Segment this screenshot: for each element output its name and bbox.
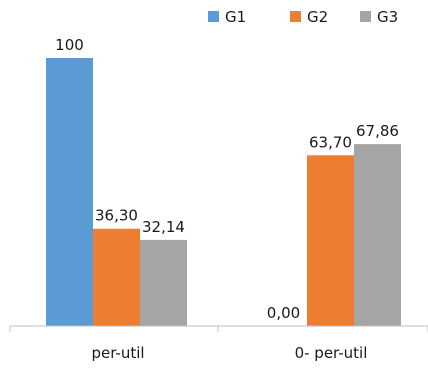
value-label-g2-0: 36,30 bbox=[95, 207, 138, 225]
bar-g2-1 bbox=[307, 155, 354, 326]
bar-g3-0 bbox=[140, 239, 187, 326]
bar-g2-0 bbox=[93, 228, 140, 326]
legend-label-g1: G1 bbox=[225, 8, 246, 26]
bar-g3-1 bbox=[354, 144, 401, 326]
legend-label-g3: G3 bbox=[377, 8, 398, 26]
category-labels: per-util 0- per-util bbox=[91, 344, 367, 362]
legend-label-g2: G2 bbox=[307, 8, 328, 26]
category-label-1: 0- per-util bbox=[295, 344, 368, 362]
value-label-g3-0: 32,14 bbox=[142, 218, 185, 236]
value-label-g1-0: 100 bbox=[55, 36, 84, 54]
legend-swatch-g1 bbox=[208, 11, 219, 22]
value-label-g3-1: 67,86 bbox=[356, 122, 399, 140]
legend-swatch-g3 bbox=[360, 11, 371, 22]
bar-g1-0 bbox=[46, 58, 93, 326]
x-axis-ticks bbox=[9, 326, 428, 332]
bars bbox=[46, 58, 401, 326]
category-label-0: per-util bbox=[91, 344, 144, 362]
value-label-g1-1: 0,00 bbox=[267, 304, 300, 322]
legend-swatch-g2 bbox=[290, 11, 301, 22]
value-label-g2-1: 63,70 bbox=[309, 133, 352, 151]
legend: G1 G2 G3 bbox=[208, 8, 398, 26]
